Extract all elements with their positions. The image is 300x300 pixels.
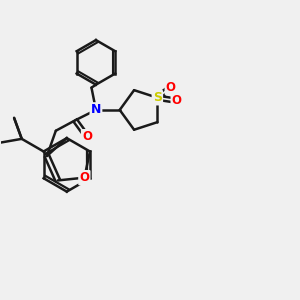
Text: O: O xyxy=(80,171,89,184)
Text: O: O xyxy=(166,81,176,94)
Text: O: O xyxy=(82,130,92,143)
Text: O: O xyxy=(172,94,182,107)
Text: S: S xyxy=(153,91,162,104)
Text: N: N xyxy=(91,103,101,116)
